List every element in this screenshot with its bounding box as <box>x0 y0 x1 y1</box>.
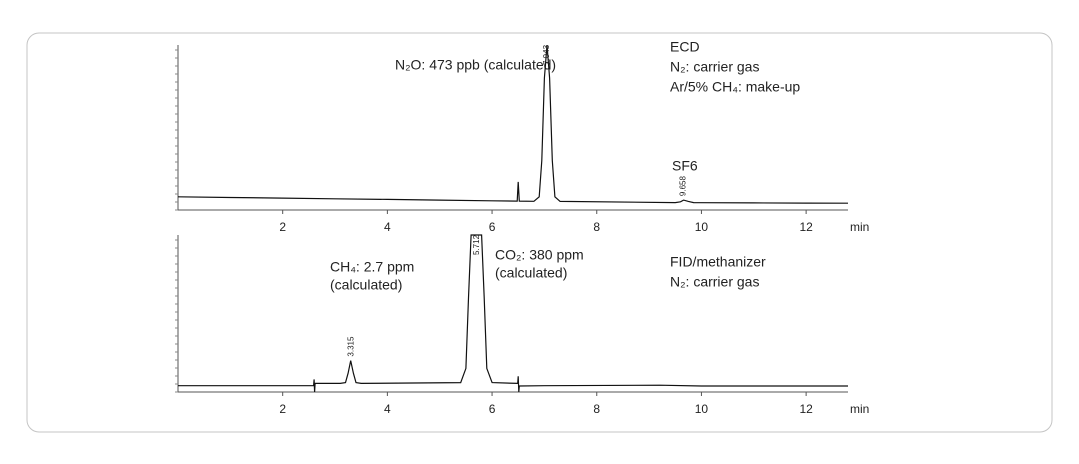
annotation: N₂: carrier gas <box>670 59 759 75</box>
peak-label: 9.658 <box>679 176 688 197</box>
annotation: N₂O: 473 ppb (calculated) <box>395 57 556 73</box>
trace <box>177 44 849 204</box>
annotation: CO₂: 380 ppm <box>495 247 584 263</box>
x-tick-label: 6 <box>489 220 496 234</box>
frame <box>26 32 1053 433</box>
annotation: FID/methanizer <box>670 254 766 270</box>
x-tick-label: 2 <box>279 220 286 234</box>
x-axis-label: min <box>850 220 869 234</box>
x-tick-label: 10 <box>695 402 709 416</box>
annotation: (calculated) <box>495 265 567 281</box>
annotation: CH₄: 2.7 ppm <box>330 259 414 275</box>
x-tick-label: 12 <box>799 402 813 416</box>
x-tick-label: 4 <box>384 220 391 234</box>
x-tick-label: 10 <box>695 220 709 234</box>
annotation: SF6 <box>672 158 698 174</box>
annotation: (calculated) <box>330 277 402 293</box>
annotation: Ar/5% CH₄: make-up <box>670 79 800 95</box>
peak-label: 5.712 <box>472 234 481 255</box>
x-axis-label: min <box>850 402 869 416</box>
x-tick-label: 12 <box>799 220 813 234</box>
x-tick-label: 8 <box>593 220 600 234</box>
trace <box>178 234 848 393</box>
annotation: ECD <box>670 39 700 55</box>
x-tick-label: 8 <box>593 402 600 416</box>
x-tick-label: 6 <box>489 402 496 416</box>
x-tick-label: 4 <box>384 402 391 416</box>
annotation: N₂: carrier gas <box>670 274 759 290</box>
peak-label: 3.315 <box>347 336 356 357</box>
x-tick-label: 2 <box>279 402 286 416</box>
peak-label: 7.043 <box>542 44 551 65</box>
